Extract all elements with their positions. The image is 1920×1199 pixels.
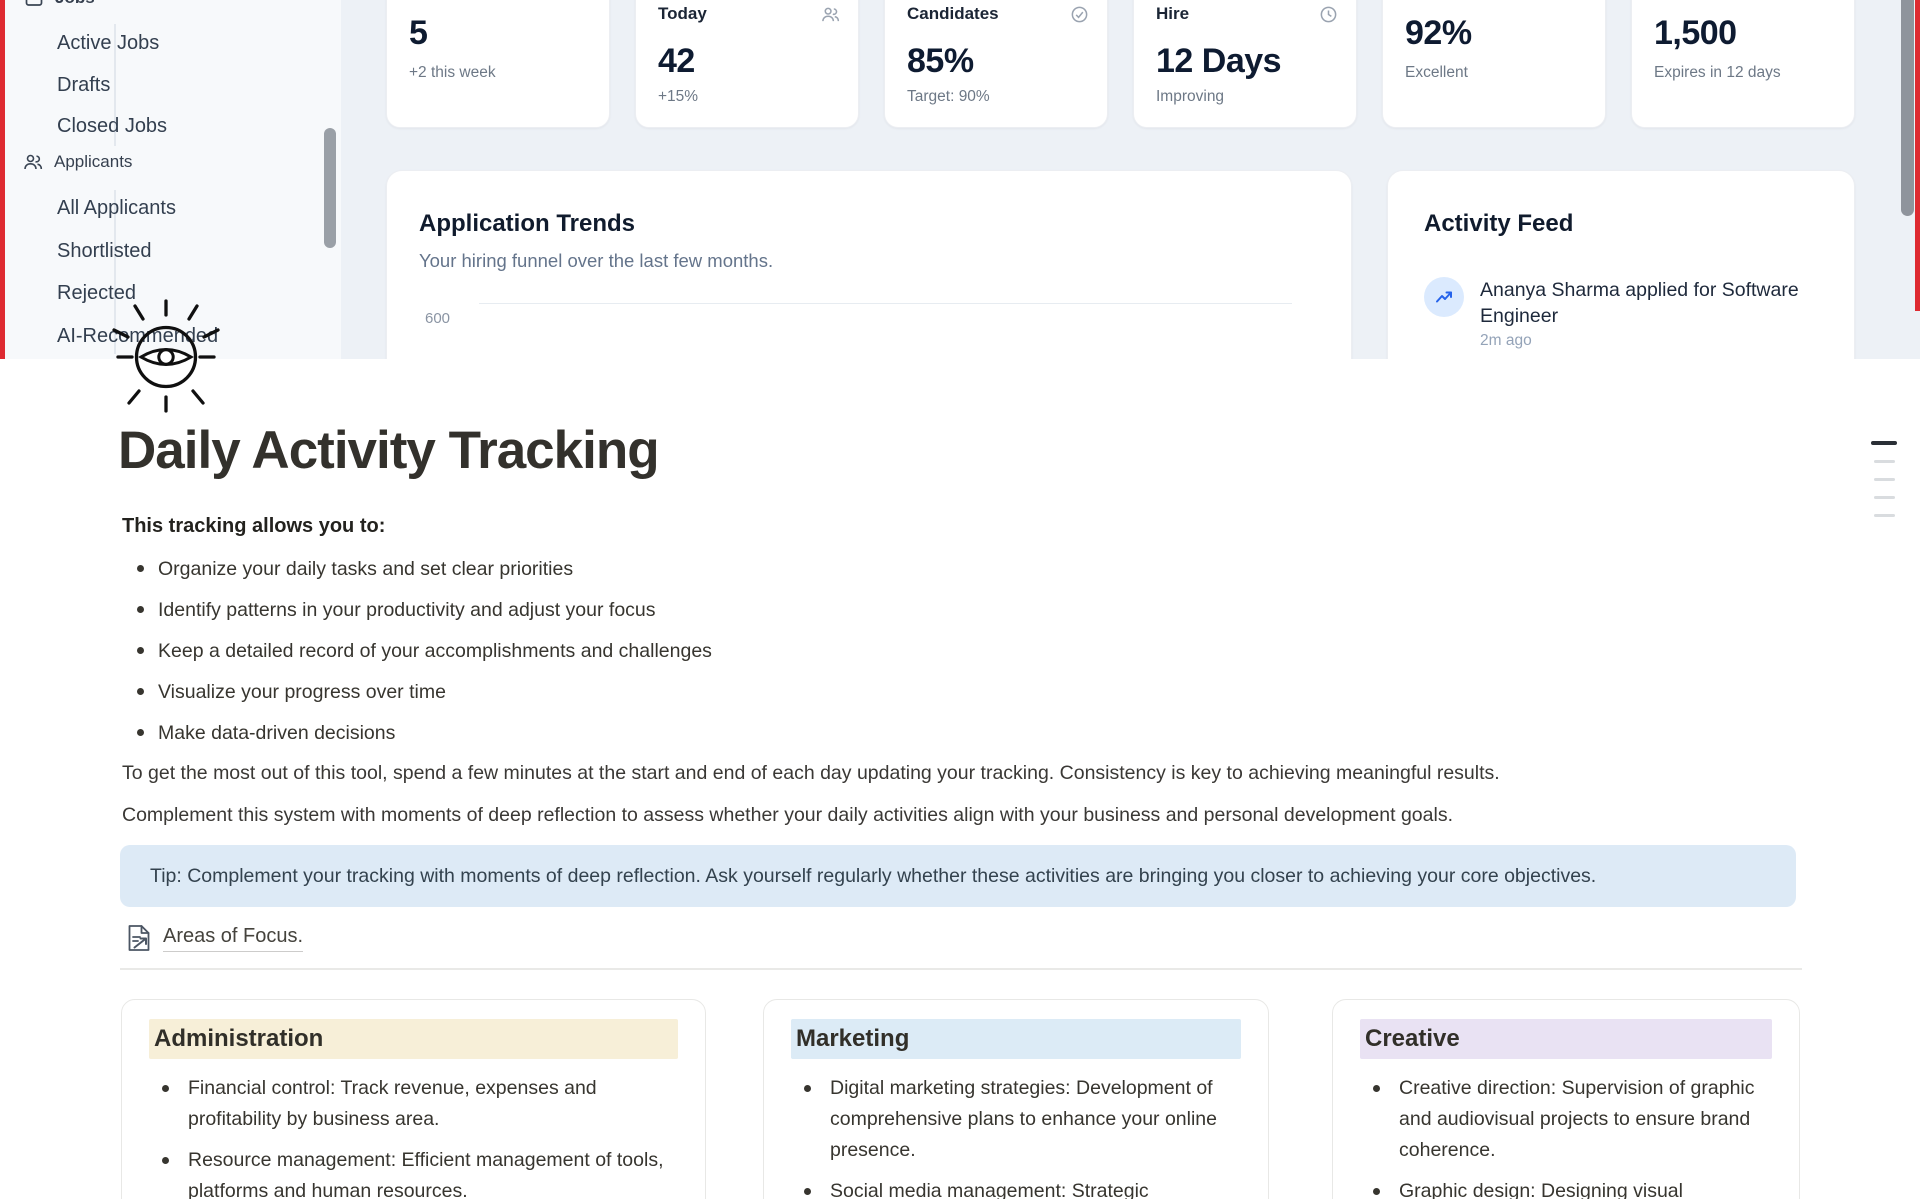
sidebar-section-label: Applicants (54, 152, 133, 171)
briefcase-icon (25, 0, 43, 6)
activity-timestamp: 2m ago (1480, 332, 1532, 349)
tip-callout: Tip: Complement your tracking with momen… (120, 845, 1796, 907)
stat-value: 92% (1405, 14, 1472, 52)
tree-indent-line (114, 190, 116, 354)
people-icon (24, 154, 43, 170)
page-link-icon (128, 925, 150, 951)
stat-card-time-to-hire: Hire 12 Days Improving (1133, 0, 1357, 128)
stat-title: Candidates (907, 4, 999, 23)
stat-card-jobs: 5 +2 this week (386, 0, 610, 128)
column-list: Financial control: Track revenue, expens… (149, 1073, 678, 1199)
trending-up-icon (1424, 277, 1464, 317)
sidebar-section-applicants[interactable]: Applicants (23, 152, 132, 172)
benefits-list: Organize your daily tasks and set clear … (122, 557, 712, 762)
activity-text-block: Ananya Sharma applied for Software Engin… (1480, 277, 1818, 350)
list-item: Visualize your progress over time (122, 680, 712, 704)
stat-card-applicants-today: Today 42 +15% (635, 0, 859, 128)
sidebar-item-shortlisted[interactable]: Shortlisted (57, 240, 152, 262)
column-card-creative: Creative Creative direction: Supervision… (1332, 999, 1800, 1199)
stat-cards-row: 5 +2 this week Today 42 +15% Candidates (386, 0, 1855, 128)
clock-icon (1319, 5, 1338, 29)
sidebar-item-active-jobs[interactable]: Active Jobs (57, 32, 160, 54)
list-item: Social media management: Strategic (791, 1176, 1241, 1199)
areas-of-focus-link[interactable]: Areas of Focus. (126, 924, 304, 952)
section-divider (120, 968, 1802, 970)
chart-gridline (479, 303, 1292, 304)
users-icon (821, 5, 840, 29)
stat-value: 85% (907, 42, 974, 80)
intro-heading: This tracking allows you to: (122, 515, 386, 537)
column-list: Digital marketing strategies: Developmen… (791, 1073, 1241, 1199)
activity-text: Ananya Sharma applied for Software Engin… (1480, 279, 1799, 327)
sidebar-item-drafts[interactable]: Drafts (57, 74, 111, 96)
stat-value: 42 (658, 42, 695, 80)
window-scrollbar[interactable] (1901, 0, 1914, 216)
stat-subtext: Target: 90% (907, 88, 990, 105)
stat-value: 5 (409, 14, 428, 52)
list-item: Digital marketing strategies: Developmen… (791, 1073, 1241, 1166)
outline-indicator[interactable] (1871, 441, 1897, 517)
dashboard-section: Jobs Active Jobs Drafts Closed Jobs Appl… (0, 0, 1920, 410)
page-title: Daily Activity Tracking (118, 421, 660, 480)
column-heading: Marketing (791, 1019, 1241, 1059)
activity-feed-item[interactable]: Ananya Sharma applied for Software Engin… (1424, 277, 1818, 350)
list-item: Resource management: Efficient managemen… (149, 1145, 678, 1199)
column-card-administration: Administration Financial control: Track … (121, 999, 706, 1199)
stat-value: 1,500 (1654, 14, 1737, 52)
stat-value: 12 Days (1156, 42, 1282, 80)
column-heading: Creative (1360, 1019, 1772, 1059)
list-item: Graphic design: Designing visual (1360, 1176, 1772, 1199)
column-heading: Administration (149, 1019, 678, 1059)
card-subtitle: Your hiring funnel over the last few mon… (419, 250, 774, 271)
column-list: Creative direction: Supervision of graph… (1360, 1073, 1772, 1199)
paragraph: Complement this system with moments of d… (122, 804, 1453, 826)
outline-line[interactable] (1873, 460, 1895, 463)
sidebar-scrollbar[interactable] (324, 128, 336, 248)
sidebar-item-all-applicants[interactable]: All Applicants (57, 197, 176, 219)
outline-line[interactable] (1873, 514, 1895, 517)
stat-subtext: Improving (1156, 88, 1225, 105)
list-item: Creative direction: Supervision of graph… (1360, 1073, 1772, 1166)
sidebar-item-rejected[interactable]: Rejected (57, 282, 136, 304)
sidebar-section-label: Jobs (55, 0, 95, 8)
stat-title: Hire (1156, 4, 1190, 23)
column-card-marketing: Marketing Digital marketing strategies: … (763, 999, 1269, 1199)
document-panel: Daily Activity Tracking This tracking al… (0, 359, 1920, 1199)
stat-card-rate: 92% Excellent (1382, 0, 1606, 128)
page-link-label: Areas of Focus. (163, 925, 304, 952)
card-title: Activity Feed (1424, 210, 1574, 237)
outline-line-active[interactable] (1871, 441, 1897, 445)
list-item: Keep a detailed record of your accomplis… (122, 639, 712, 663)
sidebar-item-closed-jobs[interactable]: Closed Jobs (57, 115, 168, 137)
outline-line[interactable] (1873, 478, 1895, 481)
tip-text: Tip: Complement your tracking with momen… (150, 864, 1597, 887)
eye-doodle-icon (112, 299, 220, 413)
stat-title: Today (658, 4, 707, 23)
stat-card-candidates: Candidates 85% Target: 90% (884, 0, 1108, 128)
list-item: Financial control: Track revenue, expens… (149, 1073, 678, 1135)
stat-subtext: Excellent (1405, 64, 1468, 81)
stat-subtext: Expires in 12 days (1654, 64, 1781, 81)
left-accent-line (0, 0, 5, 359)
right-accent-line (1915, 0, 1920, 311)
list-item: Organize your daily tasks and set clear … (122, 557, 712, 581)
list-item: Make data-driven decisions (122, 721, 712, 745)
list-item: Identify patterns in your productivity a… (122, 598, 712, 622)
stat-subtext: +2 this week (409, 64, 496, 81)
sidebar: Jobs Active Jobs Drafts Closed Jobs Appl… (0, 0, 341, 359)
paragraph: To get the most out of this tool, spend … (122, 762, 1500, 784)
stat-subtext: +15% (658, 88, 699, 105)
sidebar-section-jobs[interactable]: Jobs (24, 0, 95, 8)
tree-indent-line (114, 24, 116, 146)
card-title: Application Trends (419, 210, 636, 237)
stat-card-credits: 1,500 Expires in 12 days (1631, 0, 1855, 128)
y-axis-tick-label: 600 (425, 310, 451, 327)
outline-line[interactable] (1873, 496, 1895, 499)
check-circle-icon (1070, 5, 1089, 29)
